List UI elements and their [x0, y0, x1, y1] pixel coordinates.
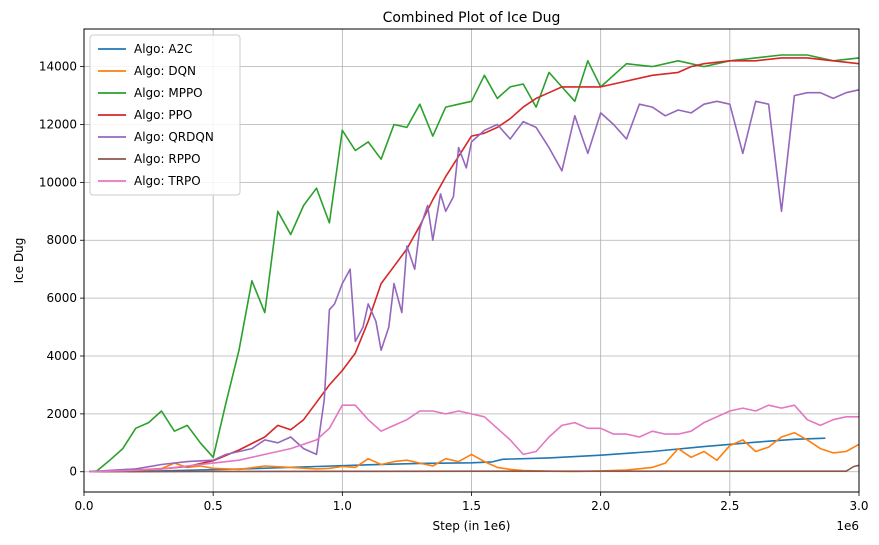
x-tick-label: 2.0	[591, 499, 610, 513]
legend-label: Algo: QRDQN	[134, 130, 214, 144]
legend-label: Algo: PPO	[134, 108, 192, 122]
x-axis-offset-label: 1e6	[836, 519, 859, 533]
y-tick-label: 10000	[39, 175, 77, 189]
y-tick-label: 6000	[46, 291, 77, 305]
series-line-algo-ppo	[89, 57, 860, 473]
series-line-algo-qrdqn	[89, 89, 860, 473]
y-tick-label: 0	[69, 465, 77, 479]
legend-label: Algo: A2C	[134, 42, 193, 56]
axis-ticks: 0.0 0.5 1.0 1.5 2.0 2.5 3.0 0 2000 4000 6000 8000 10…	[39, 60, 869, 513]
series-line-algo-dqn	[89, 431, 860, 473]
x-tick-label: 1.5	[462, 499, 481, 513]
series-line-algo-trpo	[89, 404, 859, 473]
y-tick-label: 2000	[46, 407, 77, 421]
y-axis-label: Ice Dug	[12, 238, 26, 284]
y-tick-label: 4000	[46, 349, 77, 363]
x-tick-label: 3.0	[849, 499, 868, 513]
legend-label: Algo: RPPO	[134, 152, 201, 166]
y-tick-label: 14000	[39, 60, 77, 74]
y-tick-label: 8000	[46, 233, 77, 247]
legend-label: Algo: DQN	[134, 64, 196, 78]
x-tick-label: 0.5	[204, 499, 223, 513]
legend-label: Algo: TRPO	[134, 174, 201, 188]
x-tick-label: 2.5	[720, 499, 739, 513]
series-line-algo-mppo	[89, 54, 860, 473]
series-lines	[89, 54, 860, 473]
legend: Algo: A2C Algo: DQN Algo: MPPO Algo: PPO Alg…	[89, 34, 241, 196]
x-tick-label: 0.0	[74, 499, 93, 513]
legend-box	[89, 34, 241, 196]
chart-title: Combined Plot of Ice Dug	[383, 10, 561, 26]
series-line-algo-rppo	[89, 464, 860, 473]
x-tick-label: 1.0	[333, 499, 352, 513]
series-line-algo-a2c	[89, 437, 826, 473]
legend-label: Algo: MPPO	[134, 86, 203, 100]
x-axis-label: Step (in 1e6)	[433, 519, 511, 533]
y-tick-label: 12000	[39, 117, 77, 131]
